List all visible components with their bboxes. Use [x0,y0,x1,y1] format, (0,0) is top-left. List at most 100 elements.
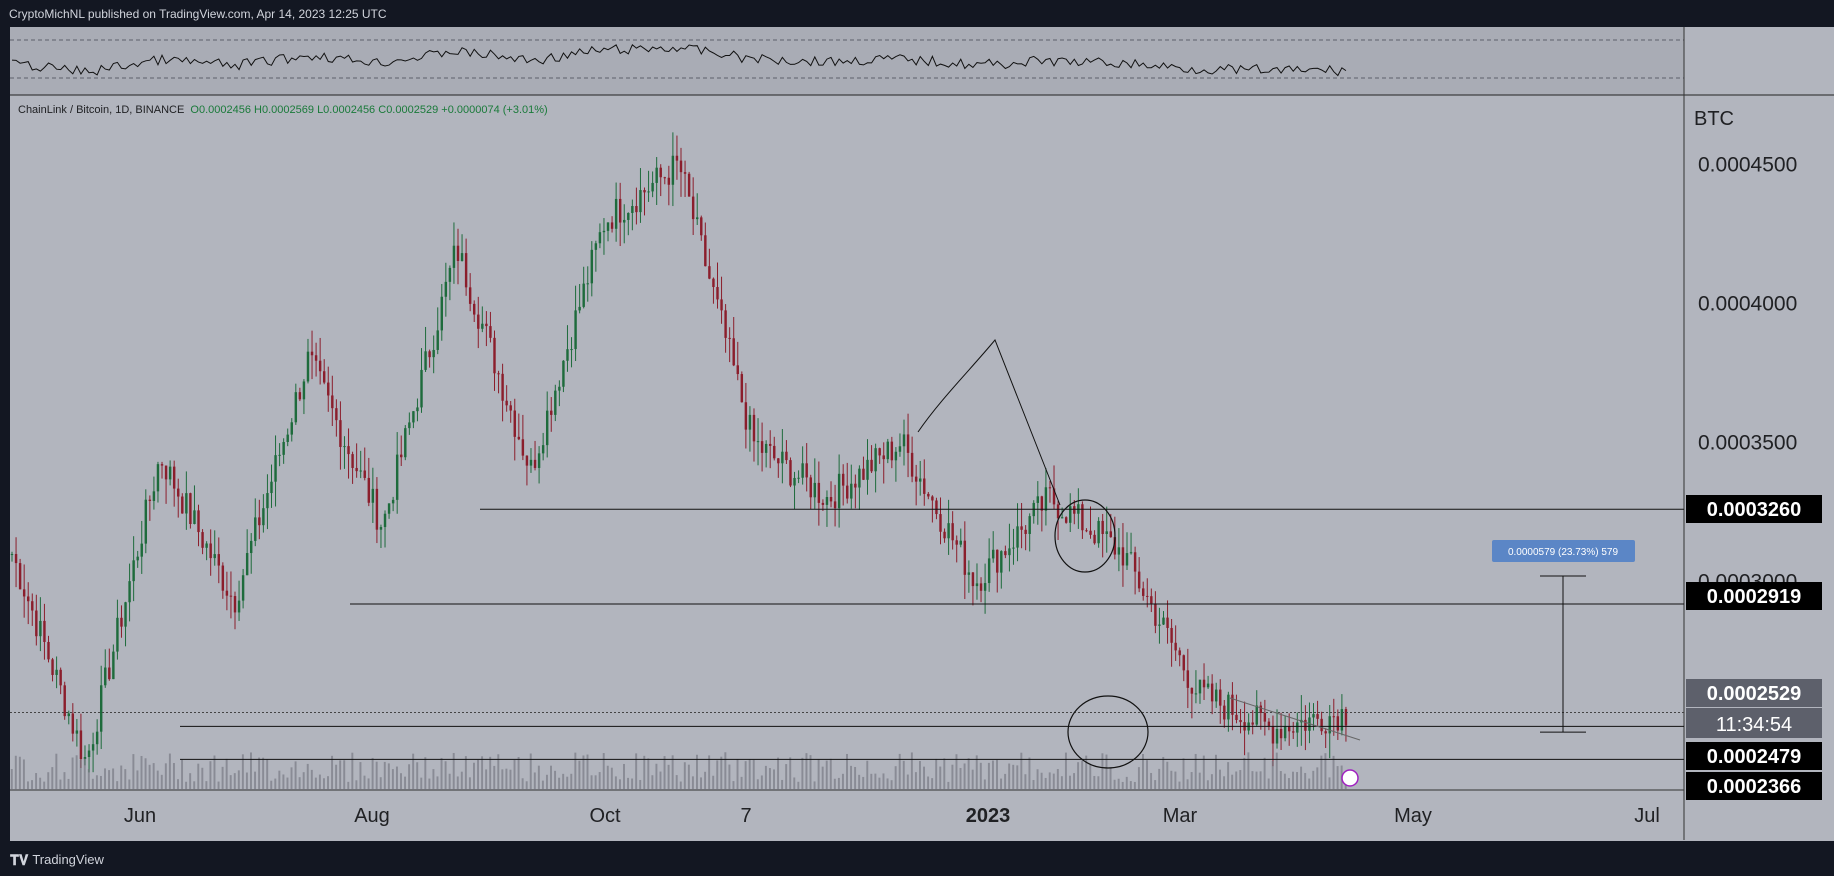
volume-bar [785,764,788,790]
price-axis-badge [1686,679,1822,707]
volume-bar [286,777,289,790]
candle-body [91,744,95,751]
price-axis-badge-label: 0.0002529 [1707,683,1802,705]
candle-body [83,757,87,760]
candle-body [1060,517,1064,519]
candle-body [959,540,962,545]
candle-body [201,532,204,548]
volume-bar [541,780,544,790]
candle-body [335,408,338,421]
volume-bar [1320,755,1323,790]
candle-body [39,620,42,637]
candle-body [1105,531,1108,535]
volume-bar [582,755,585,790]
candle-body [1113,537,1117,555]
candle-body [566,349,569,361]
candle-body [136,556,139,561]
candle-body [1271,726,1275,744]
volume-bar [391,769,394,790]
volume-bar [558,777,561,790]
candle-body [473,303,476,315]
candle-body [574,310,577,350]
candle-body [813,482,817,498]
volume-bar [363,775,366,790]
countdown-label: 11:34:54 [1716,714,1792,736]
volume-bar [764,765,767,790]
candle-body [160,464,164,466]
candle-body [1320,718,1323,732]
candle-body [991,549,995,559]
volume-bar [935,758,938,790]
volume-bar [1324,753,1327,790]
volume-bar [1316,767,1319,790]
candle-body [318,360,322,372]
candle-body [1040,496,1044,511]
volume-bar [1296,772,1299,790]
volume-bar [87,769,90,790]
volume-bar [501,769,504,790]
price-axis-badge [1686,495,1822,523]
measure-label: 0.0000579 (23.73%) 579 [1508,547,1619,558]
volume-bar [1064,752,1067,790]
candle-body [408,422,411,429]
volume-bar [95,775,98,790]
volume-bar [1036,769,1039,790]
candle-body [193,510,196,524]
candle-body [391,499,395,504]
volume-bar [517,757,520,790]
candle-body [400,454,403,458]
volume-bar [485,769,488,790]
candle-body [1012,547,1015,549]
candle-body [1324,731,1327,734]
candle-body [156,464,160,492]
volume-bar [1292,771,1294,790]
candle-body [781,451,784,464]
candle-body [1235,714,1238,721]
candle-body [667,177,671,185]
candle-body [696,217,699,220]
candle-body [428,351,431,358]
candle-body [412,411,415,423]
volume-bar [768,768,771,790]
volume-bar [943,758,946,790]
volume-bar [959,767,962,790]
candle-body [1004,551,1007,556]
volume-bar [902,760,905,790]
candle-body [95,731,99,745]
volume-bar [331,755,334,790]
candle-body [890,441,894,461]
volume-bar [1133,781,1136,790]
candle-body [1142,588,1145,596]
candle-body [1231,694,1234,715]
volume-bar [1312,770,1315,790]
candle-body [906,434,910,453]
candle-body [537,453,541,468]
volume-bar [525,781,528,790]
chart-area[interactable] [10,27,1834,841]
volume-bar [262,757,265,790]
volume-bar [505,768,508,790]
divergence-line [1229,697,1361,741]
volume-bar [610,767,613,790]
volume-bar [477,759,480,790]
volume-bar [306,763,309,790]
candle-body [529,459,533,466]
candle-body [858,468,861,488]
candle-body [793,477,796,486]
candle-body [347,446,350,455]
volume-bar [225,758,228,790]
x-axis-tick-label: 7 [740,805,751,827]
rsi-line [11,43,1347,77]
candle-body [545,410,549,446]
volume-bar [156,770,159,790]
volume-bar [473,762,475,790]
volume-bar [310,769,313,790]
candle-body [79,730,83,760]
ohlc-close: C0.0002529 [378,104,439,116]
volume-bar [266,759,269,790]
volume-bar [618,779,621,790]
candle-body [558,386,561,391]
candle-body [420,369,423,408]
candle-body [1275,728,1279,744]
